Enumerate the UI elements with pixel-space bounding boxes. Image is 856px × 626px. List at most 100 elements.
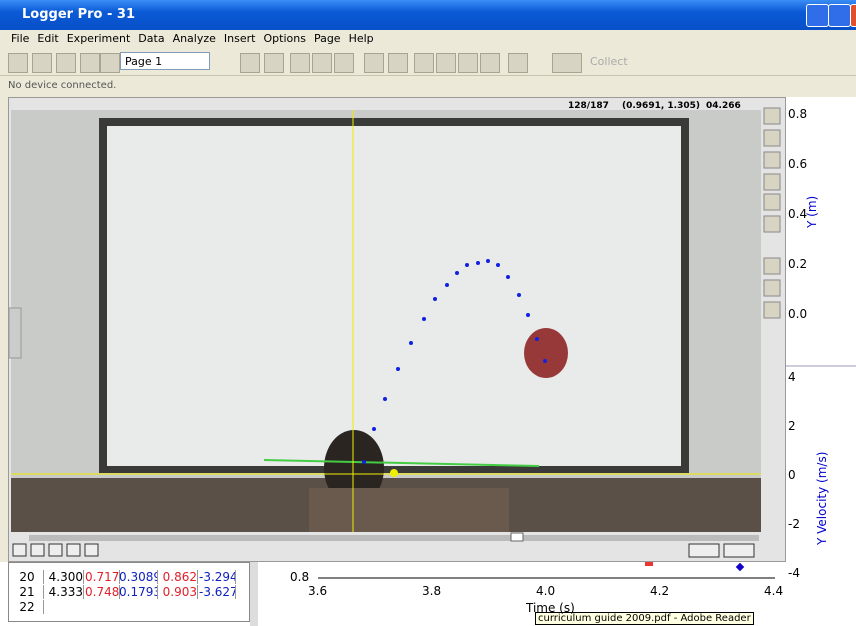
x-tick-label: 3.6: [308, 584, 328, 598]
x-tick-label: 4.4: [764, 584, 784, 598]
zoom-in-button[interactable]: [312, 53, 332, 73]
bottom-graph: [250, 562, 775, 626]
x-tick-label: 4.2: [650, 584, 670, 598]
table-cell: 0.1793: [119, 585, 158, 599]
point: [535, 337, 539, 341]
tool-button[interactable]: [763, 151, 781, 169]
menu-item[interactable]: Insert: [223, 32, 256, 45]
point: [372, 427, 376, 431]
table-cell: 0.3089: [119, 570, 158, 584]
tool-button[interactable]: [763, 193, 781, 211]
data-browser-button[interactable]: [240, 53, 260, 73]
x-axis-label: Time (s): [526, 601, 575, 615]
playback-controls: [12, 543, 755, 558]
table-cell: 0.7489: [85, 585, 120, 599]
tool-button[interactable]: [763, 279, 781, 297]
examine-button[interactable]: [364, 53, 384, 73]
y-tick-label: 0.6: [788, 157, 808, 171]
menu-item[interactable]: Page: [313, 32, 341, 45]
autoscale-button[interactable]: [290, 53, 310, 73]
collect-label: Collect: [590, 55, 628, 68]
minimize-button[interactable]: [806, 4, 829, 27]
point: [433, 297, 437, 301]
stats-button[interactable]: [436, 53, 456, 73]
open-button[interactable]: [32, 53, 52, 73]
menu-item[interactable]: Analyze: [172, 32, 216, 45]
y-axis-label: Y (m): [805, 195, 819, 228]
table-cell: 0.862: [159, 570, 198, 584]
origin-point[interactable]: [390, 469, 398, 477]
splitter: [250, 562, 258, 626]
start-button[interactable]: [48, 543, 63, 557]
cursor-coords: (0.9691, 1.305): [622, 101, 700, 111]
point: [506, 275, 510, 279]
tool-button[interactable]: [763, 129, 781, 147]
table-cell: 0.903: [159, 585, 198, 599]
taskbar-tooltip: curriculum guide 2009.pdf - Adobe Reader: [535, 612, 754, 625]
play-button[interactable]: [12, 543, 27, 557]
side-tab[interactable]: [9, 307, 22, 359]
point: [396, 367, 400, 371]
menu-item[interactable]: Edit: [37, 32, 59, 45]
menu-bar: File Edit Experiment Data Analyze Insert Optio…: [0, 32, 374, 48]
menu-item[interactable]: Help: [348, 32, 374, 45]
status-text: No device connected.: [8, 80, 117, 91]
y-tick-label: 0.8: [290, 570, 310, 584]
y-tick-label: -4: [788, 566, 800, 580]
back-button[interactable]: [66, 543, 81, 557]
point: [543, 359, 547, 363]
data-point-partial: [645, 562, 653, 566]
table-cell: 4.333: [48, 585, 84, 599]
tool-button[interactable]: [763, 173, 781, 191]
y-tick-label: 0.8: [788, 107, 808, 121]
tool-button[interactable]: [763, 107, 781, 125]
point: [496, 263, 500, 267]
menu-item[interactable]: Experiment: [66, 32, 131, 45]
table-cell: 0.7172: [85, 570, 120, 584]
close-button[interactable]: [850, 4, 856, 27]
page-selector[interactable]: Page 1: [120, 52, 210, 70]
curve-fit-button[interactable]: [480, 53, 500, 73]
point: [445, 283, 449, 287]
point: [362, 460, 366, 464]
x-tick-label: 3.8: [422, 584, 442, 598]
tool-button[interactable]: [763, 215, 781, 233]
print-button[interactable]: [80, 53, 100, 73]
menu-item[interactable]: Options: [263, 32, 306, 45]
row-number: 22: [11, 600, 44, 614]
x-tick-label: 4.0: [536, 584, 556, 598]
collect-button[interactable]: [552, 53, 582, 73]
set-scale-button[interactable]: [688, 543, 720, 558]
back-page-button[interactable]: [100, 53, 120, 73]
maximize-button[interactable]: [828, 4, 851, 27]
video-frame: [9, 106, 783, 558]
ball: [524, 328, 568, 378]
point: [476, 261, 480, 265]
tool-button[interactable]: [763, 301, 781, 319]
timer-button[interactable]: [508, 53, 528, 73]
menu-item[interactable]: File: [11, 32, 30, 45]
point: [455, 271, 459, 275]
integral-button[interactable]: [414, 53, 434, 73]
video-time: 04.266: [706, 101, 741, 111]
y-tick-label: 0.2: [788, 257, 808, 271]
zoom-out-button[interactable]: [334, 53, 354, 73]
new-button[interactable]: [8, 53, 28, 73]
tool-button[interactable]: [763, 257, 781, 275]
stop-button[interactable]: [30, 543, 45, 557]
save-button[interactable]: [56, 53, 76, 73]
points-button[interactable]: [723, 543, 755, 558]
scale-line: [263, 459, 540, 467]
tangent-button[interactable]: [388, 53, 408, 73]
video-tools: [763, 107, 781, 319]
menu-item[interactable]: Data: [138, 32, 165, 45]
person-head: [324, 430, 384, 506]
table-button[interactable]: [264, 53, 284, 73]
y-tick-label: 4: [788, 370, 796, 384]
forward-button[interactable]: [84, 543, 99, 557]
linear-fit-button[interactable]: [458, 53, 478, 73]
tracked-points: [362, 259, 547, 464]
row-number: 21: [11, 585, 44, 599]
scrubber-thumb[interactable]: [510, 532, 524, 542]
